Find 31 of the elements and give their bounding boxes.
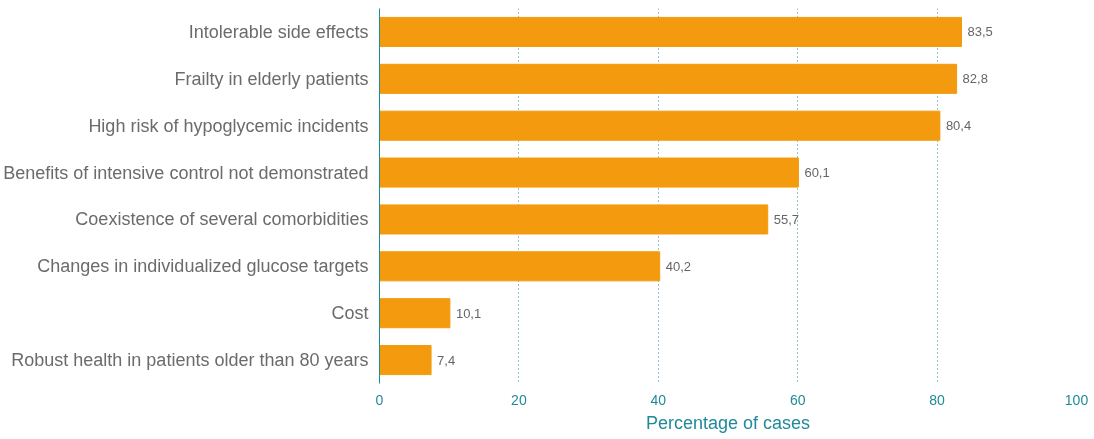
y-tick-label: Robust health in patients older than 80 years bbox=[11, 350, 369, 371]
x-tick-label: 80 bbox=[929, 391, 946, 408]
bar bbox=[379, 110, 941, 141]
x-tick-label: 20 bbox=[511, 391, 527, 408]
bar bbox=[379, 157, 799, 188]
y-tick-label: Cost bbox=[331, 303, 369, 324]
data-label: 60,1 bbox=[804, 165, 830, 181]
x-tick-label: 0 bbox=[375, 391, 384, 408]
bar bbox=[379, 204, 769, 235]
x-axis-title: Percentage of cases bbox=[645, 412, 811, 433]
y-tick-label: Changes in individualized glucose targets bbox=[37, 256, 369, 277]
x-tick-label: 40 bbox=[650, 391, 667, 408]
y-tick-label: Frailty in elderly patients bbox=[174, 68, 369, 89]
bar bbox=[379, 16, 962, 47]
bar bbox=[379, 251, 661, 282]
data-label: 10,1 bbox=[455, 305, 482, 321]
data-label: 55,7 bbox=[773, 211, 800, 227]
x-tick-label: 100 bbox=[1064, 391, 1089, 408]
bar bbox=[379, 298, 451, 329]
y-tick-label: Benefits of intensive control not demonstrated bbox=[3, 162, 369, 183]
y-tick-label: Coexistence of several comorbidities bbox=[75, 209, 369, 230]
y-tick-label: High risk of hypoglycemic incidents bbox=[88, 115, 369, 136]
bar bbox=[379, 345, 432, 376]
data-label: 82,8 bbox=[962, 71, 988, 87]
x-tick-label: 60 bbox=[789, 391, 806, 408]
data-label: 7,4 bbox=[437, 352, 456, 368]
data-label: 80,4 bbox=[945, 118, 972, 134]
data-label: 40,2 bbox=[665, 258, 692, 274]
data-label: 83,5 bbox=[967, 24, 993, 40]
y-tick-label: Intolerable side effects bbox=[188, 21, 369, 42]
bar bbox=[379, 63, 958, 94]
